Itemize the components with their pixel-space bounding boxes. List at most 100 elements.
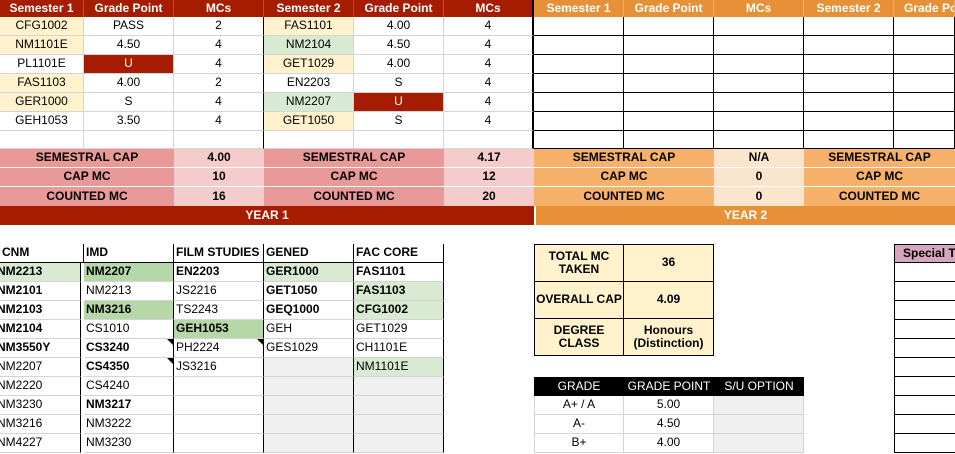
module-cell-cnm[interactable]: NM2213	[0, 263, 81, 282]
year1-sem1-mcs[interactable]: 2	[174, 74, 264, 93]
special-term-cell[interactable]	[894, 339, 955, 358]
special-term-cell[interactable]	[894, 320, 955, 339]
module-cell-fac-core[interactable]	[354, 377, 444, 396]
year2-empty-cell[interactable]	[534, 131, 624, 149]
year1-sem1-grade-point[interactable]: PASS	[84, 17, 174, 36]
year2-empty-cell[interactable]	[534, 93, 624, 112]
module-cell-film-studies[interactable]: PH2224	[174, 339, 264, 358]
year1-sem1-mcs[interactable]	[174, 131, 264, 149]
year1-sem2-module[interactable]: GET1029	[264, 55, 354, 74]
module-cell-cnm[interactable]: NM2103	[0, 301, 81, 320]
year1-sem1-grade-point[interactable]: 4.00	[84, 74, 174, 93]
special-term-header[interactable]: Special T	[894, 244, 955, 263]
module-cell-fac-core[interactable]: CFG1002	[354, 301, 444, 320]
year1-sem1-mcs[interactable]: 4	[174, 93, 264, 112]
year2-sem2-gp-header[interactable]: Grade Po	[894, 0, 955, 17]
total-mc-value[interactable]: 36	[623, 244, 714, 282]
module-cell-film-studies[interactable]: TS2243	[174, 301, 264, 320]
year1-sem1-mcs[interactable]: 4	[174, 55, 264, 74]
module-cell-gened[interactable]	[264, 377, 354, 396]
module-cell-imd[interactable]: CS1010	[84, 320, 174, 339]
year1-sem2-grade-point[interactable]: 4.50	[354, 36, 444, 55]
year1-sem2-mcs[interactable]: 4	[444, 55, 534, 74]
year2-empty-cell[interactable]	[714, 131, 804, 149]
year1-sem1-grade-point[interactable]: U	[84, 55, 174, 74]
year2-empty-cell[interactable]	[534, 17, 624, 36]
year1-sem1-module[interactable]: NM1101E	[0, 36, 84, 55]
module-header-film-studies[interactable]: FILM STUDIES	[174, 244, 264, 263]
year1-sem1-counted-value[interactable]: 16	[174, 187, 264, 206]
year2-empty-cell[interactable]	[804, 112, 894, 131]
year1-sem1-mcs[interactable]: 2	[174, 17, 264, 36]
module-cell-film-studies[interactable]: JS3216	[174, 358, 264, 377]
year1-sem1-cap-value[interactable]: 4.00	[174, 149, 264, 168]
module-cell-gened[interactable]: GES1029	[264, 339, 354, 358]
year2-empty-cell[interactable]	[804, 93, 894, 112]
year1-sem1-module[interactable]: CFG1002	[0, 17, 84, 36]
special-term-cell[interactable]	[894, 396, 955, 415]
module-cell-cnm[interactable]: NM2220	[0, 377, 81, 396]
year1-sem1-grade-point[interactable]	[84, 131, 174, 149]
overall-cap-value[interactable]: 4.09	[623, 281, 714, 319]
year2-empty-cell[interactable]	[534, 74, 624, 93]
module-header-cnm[interactable]: CNM	[0, 244, 84, 263]
year1-sem2-mcs[interactable]: 4	[444, 74, 534, 93]
su-option-cell[interactable]	[714, 396, 804, 415]
year2-empty-cell[interactable]	[804, 36, 894, 55]
year2-empty-cell[interactable]	[624, 36, 714, 55]
year1-sem1-module[interactable]: PL1101E	[0, 55, 84, 74]
year2-empty-cell[interactable]	[714, 17, 804, 36]
module-cell-cnm[interactable]: NM2101	[0, 282, 81, 301]
year2-sem1-counted-value[interactable]: 0	[714, 187, 804, 206]
module-cell-film-studies[interactable]	[174, 415, 264, 434]
year2-empty-cell[interactable]	[714, 74, 804, 93]
year2-empty-cell[interactable]	[534, 112, 624, 131]
year2-empty-cell[interactable]	[624, 93, 714, 112]
year2-empty-cell[interactable]	[894, 131, 955, 149]
year2-empty-cell[interactable]	[894, 74, 955, 93]
year1-sem1-mc-header[interactable]: MCs	[174, 0, 264, 17]
year1-sem2-grade-point[interactable]: U	[354, 93, 444, 112]
year1-sem1-mcs[interactable]: 4	[174, 112, 264, 131]
year1-sem1-module[interactable]: GER1000	[0, 93, 84, 112]
year2-empty-cell[interactable]	[714, 36, 804, 55]
module-header-imd[interactable]: IMD	[84, 244, 174, 263]
year1-sem2-mcs[interactable]: 4	[444, 17, 534, 36]
year2-empty-cell[interactable]	[534, 55, 624, 74]
year1-sem2-cap-value[interactable]: 4.17	[444, 149, 534, 168]
module-cell-imd[interactable]: NM3222	[84, 415, 174, 434]
year2-empty-cell[interactable]	[894, 112, 955, 131]
year1-sem2-mcs[interactable]: 4	[444, 36, 534, 55]
year1-sem2-grade-point[interactable]: 4.00	[354, 55, 444, 74]
year1-sem2-gp-header[interactable]: Grade Point	[354, 0, 444, 17]
module-cell-fac-core[interactable]: NM1101E	[354, 358, 444, 377]
module-cell-gened[interactable]: GET1050	[264, 282, 354, 301]
module-header-gened[interactable]: GENED	[264, 244, 354, 263]
module-cell-gened[interactable]	[264, 415, 354, 434]
year2-sem1-cap-value[interactable]: N/A	[714, 149, 804, 168]
year2-sem1-header[interactable]: Semester 1	[534, 0, 624, 17]
year1-sem2-module[interactable]: NM2207	[264, 93, 354, 112]
module-cell-imd[interactable]: NM3217	[84, 396, 174, 415]
year2-empty-cell[interactable]	[894, 17, 955, 36]
year1-sem1-module[interactable]: FAS1103	[0, 74, 84, 93]
year2-empty-cell[interactable]	[804, 131, 894, 149]
year2-empty-cell[interactable]	[624, 112, 714, 131]
module-cell-film-studies[interactable]	[174, 396, 264, 415]
year1-sem2-module[interactable]	[264, 131, 354, 149]
year1-sem1-grade-point[interactable]: 3.50	[84, 112, 174, 131]
year2-empty-cell[interactable]	[894, 55, 955, 74]
module-cell-imd[interactable]: NM3216	[84, 301, 174, 320]
year2-empty-cell[interactable]	[714, 112, 804, 131]
module-cell-film-studies[interactable]	[174, 377, 264, 396]
year1-sem2-module[interactable]: FAS1101	[264, 17, 354, 36]
module-cell-imd[interactable]: CS4240	[84, 377, 174, 396]
module-cell-gened[interactable]	[264, 396, 354, 415]
year2-empty-cell[interactable]	[624, 131, 714, 149]
year1-sem2-capmc-value[interactable]: 12	[444, 168, 534, 187]
module-cell-fac-core[interactable]: CH1101E	[354, 339, 444, 358]
module-cell-cnm[interactable]: NM2104	[0, 320, 81, 339]
module-cell-imd[interactable]: NM2213	[84, 282, 174, 301]
module-cell-gened[interactable]: GEQ1000	[264, 301, 354, 320]
module-cell-gened[interactable]: GEH	[264, 320, 354, 339]
